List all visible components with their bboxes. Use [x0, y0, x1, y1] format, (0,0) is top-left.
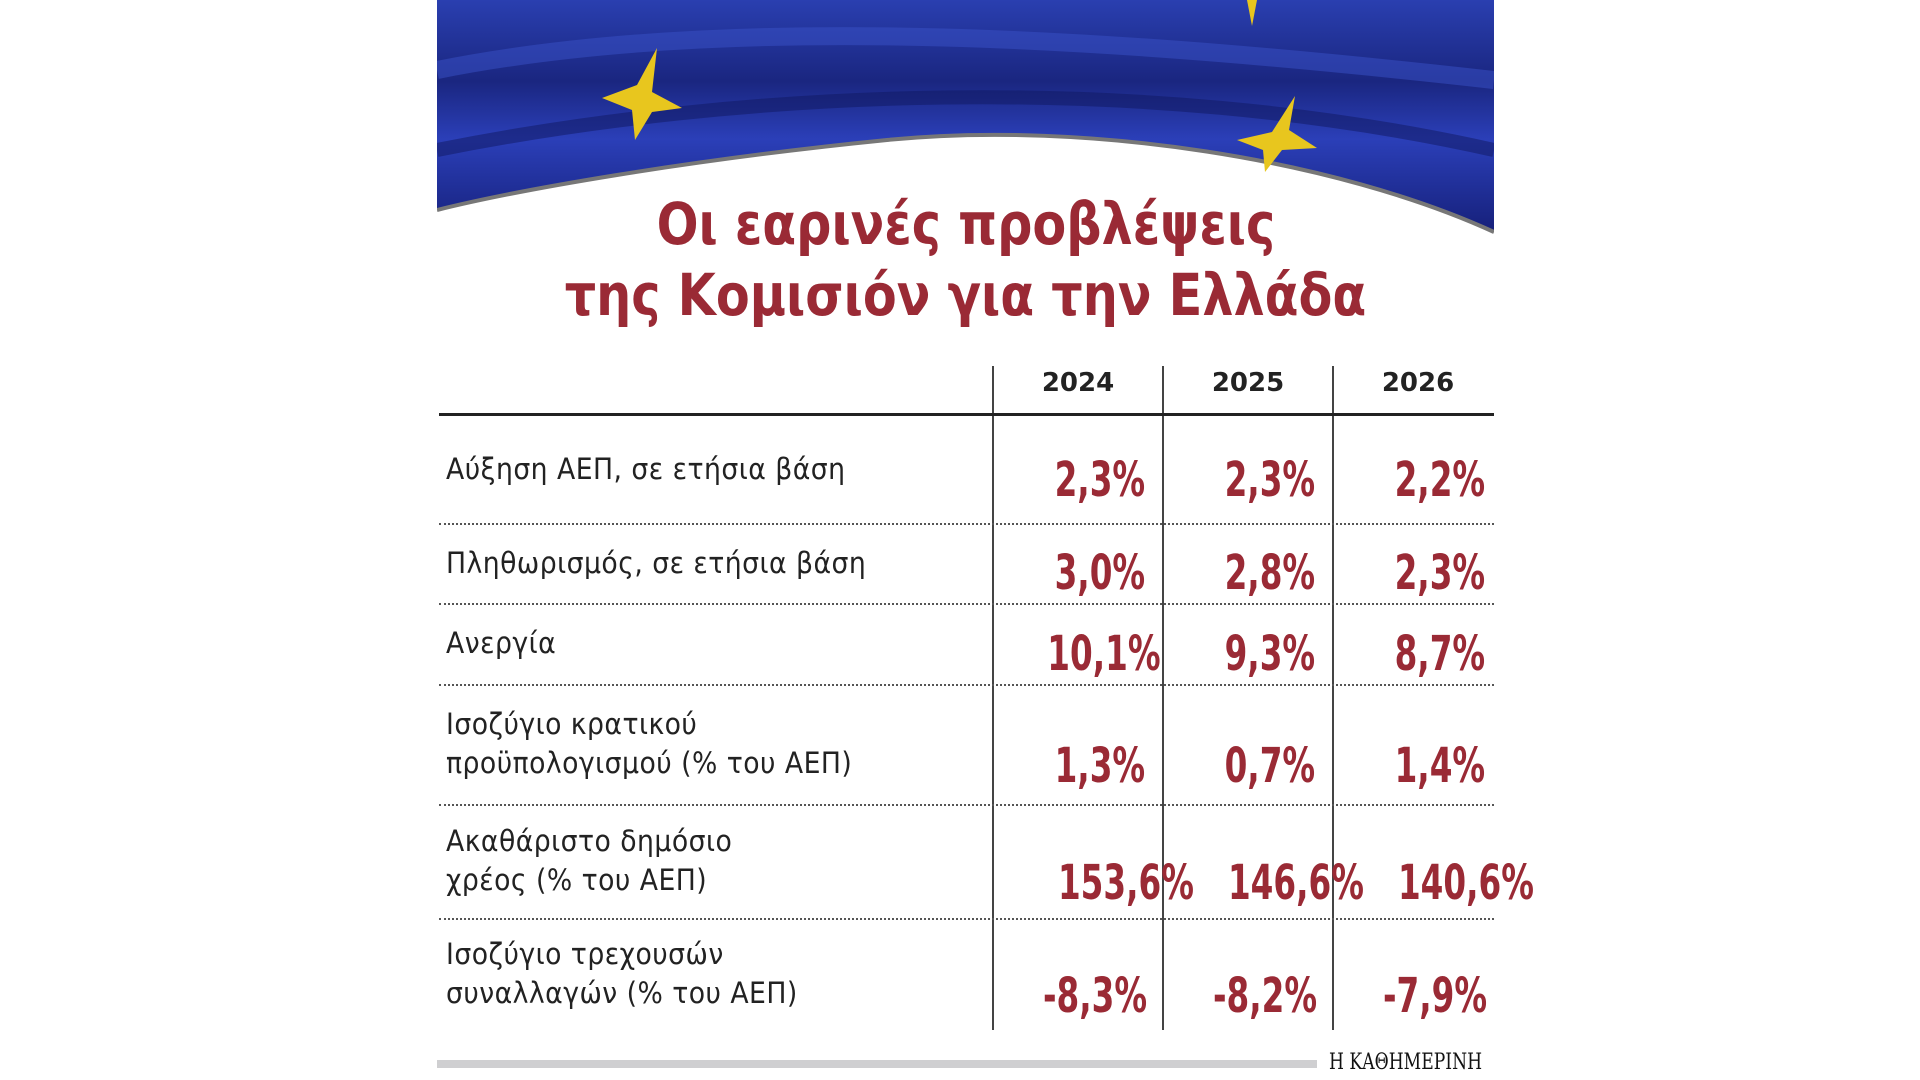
row-label: Αύξηση ΑΕΠ, σε ετήσια βάση	[446, 450, 880, 489]
row-label-line: Ισοζύγιο κρατικού	[446, 707, 698, 741]
year-header: 2024	[1041, 368, 1115, 398]
row-label: Ακαθάριστο δημόσιο χρέος (% του ΑΕΠ)	[446, 822, 757, 900]
row-separator	[439, 603, 1494, 605]
row-value: 0,7%	[1224, 738, 1315, 794]
row-value: 1,3%	[1054, 738, 1145, 794]
row-label-line: Αύξηση ΑΕΠ, σε ετήσια βάση	[446, 452, 846, 486]
star-icon	[602, 0, 1317, 172]
row-label-line: συναλλαγών (% του ΑΕΠ)	[446, 976, 798, 1010]
eu-flag-banner	[437, 0, 1494, 234]
row-label: Ανεργία	[446, 624, 566, 663]
row-value: 2,3%	[1054, 451, 1145, 508]
row-label-line: Πληθωρισμός, σε ετήσια βάση	[446, 545, 867, 580]
row-separator	[439, 804, 1494, 806]
year-header: 2026	[1381, 368, 1455, 398]
row-value: 146,6%	[1227, 855, 1364, 911]
row-label-line: Ανεργία	[446, 626, 557, 660]
column-divider	[1332, 366, 1334, 1030]
row-label-line: χρέος (% του ΑΕΠ)	[446, 863, 708, 897]
row-value: 9,3%	[1224, 625, 1315, 682]
row-value: 2,8%	[1224, 545, 1315, 601]
row-value: -8,3%	[1042, 968, 1148, 1024]
row-value: -7,9%	[1382, 968, 1488, 1024]
row-label: Πληθωρισμός, σε ετήσια βάση	[446, 544, 903, 583]
row-value: -8,2%	[1212, 968, 1318, 1024]
headline-line-2: της Κομισιόν για την Ελλάδα	[564, 261, 1367, 329]
row-label-line: Ισοζύγιο τρεχουσών	[446, 937, 724, 971]
column-divider	[1162, 366, 1164, 1030]
row-label: Ισοζύγιο κρατικού προϋπολογισμού (% του Α…	[446, 705, 888, 783]
header-rule	[439, 413, 1494, 416]
row-value: 8,7%	[1394, 625, 1485, 682]
row-value: 153,6%	[1057, 855, 1194, 911]
headline-line-1: Οι εαρινές προβλέψεις	[656, 190, 1275, 258]
row-value: 2,2%	[1394, 451, 1485, 508]
row-label-line: Ακαθάριστο δημόσιο	[446, 824, 733, 858]
row-separator	[439, 523, 1494, 525]
row-value: 2,3%	[1394, 545, 1485, 601]
row-value: 3,0%	[1054, 545, 1145, 601]
row-label: Ισοζύγιο τρεχουσών συναλλαγών (% του ΑΕΠ)	[446, 935, 828, 1013]
row-value: 2,3%	[1224, 451, 1315, 508]
row-value: 10,1%	[1047, 625, 1161, 682]
year-header: 2025	[1211, 368, 1285, 398]
column-divider	[992, 366, 994, 1030]
row-separator	[439, 684, 1494, 686]
kathimerini-logo: Η ΚΑΘΗΜΕΡΙΝΗ	[1329, 1050, 1483, 1075]
row-label-line: προϋπολογισμού (% του ΑΕΠ)	[446, 746, 853, 780]
row-value: 1,4%	[1394, 738, 1485, 794]
row-value: 140,6%	[1397, 855, 1534, 911]
footer-bar	[437, 1060, 1317, 1068]
row-separator	[439, 918, 1494, 920]
